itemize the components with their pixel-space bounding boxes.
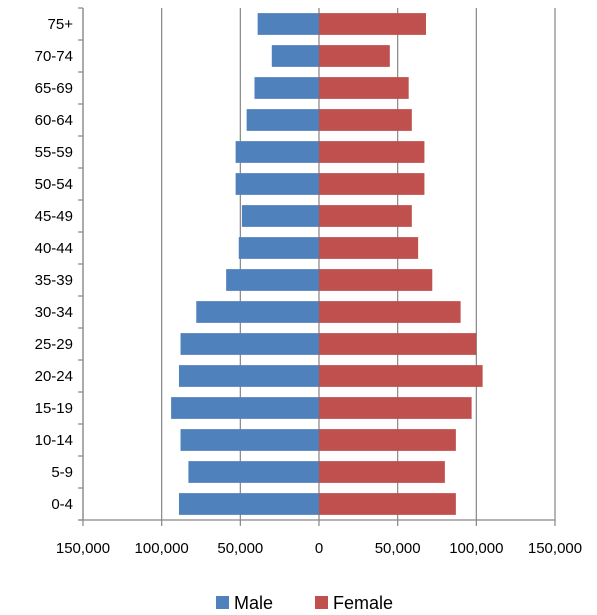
x-tick-label-2: 50,000 [217, 540, 263, 557]
bar-male-65-69 [254, 77, 319, 99]
axes [78, 7, 556, 526]
bars [171, 13, 483, 515]
bar-female-25-29 [319, 333, 477, 355]
bar-male-70-74 [271, 45, 319, 67]
category-label-60-64: 60-64 [35, 112, 73, 129]
bar-female-70-74 [319, 45, 390, 67]
x-tick-label-6: 150,000 [528, 540, 582, 557]
bar-male-40-44 [238, 237, 319, 259]
legend: Male Female [216, 593, 393, 613]
bar-female-15-19 [319, 397, 472, 419]
category-label-55-59: 55-59 [35, 144, 73, 161]
bar-female-60-64 [319, 109, 412, 131]
legend-label-female: Female [333, 593, 393, 613]
bar-male-45-49 [241, 205, 319, 227]
legend-label-male: Male [234, 593, 273, 613]
bar-male-60-64 [246, 109, 319, 131]
bar-female-45-49 [319, 205, 412, 227]
x-tick-labels: 150,000 100,000 50,000 0 50,000 100,000 150,00… [56, 540, 582, 557]
category-label-10-14: 10-14 [35, 432, 73, 449]
category-label-5-9: 5-9 [51, 464, 73, 481]
category-label-20-24: 20-24 [35, 368, 73, 385]
bar-female-55-59 [319, 141, 425, 163]
x-tick-label-0: 150,000 [56, 540, 110, 557]
x-tick-label-1: 100,000 [135, 540, 189, 557]
bar-male-35-39 [226, 269, 319, 291]
category-label-30-34: 30-34 [35, 304, 73, 321]
bar-male-55-59 [235, 141, 319, 163]
bar-female-0-4 [319, 493, 456, 515]
category-label-15-19: 15-19 [35, 400, 73, 417]
bar-female-75+ [319, 13, 426, 35]
bar-male-5-9 [188, 461, 319, 483]
x-tick-label-3: 0 [315, 540, 323, 557]
bar-male-20-24 [178, 365, 319, 387]
bar-male-30-34 [196, 301, 319, 323]
category-label-35-39: 35-39 [35, 272, 73, 289]
category-label-65-69: 65-69 [35, 80, 73, 97]
bar-female-40-44 [319, 237, 419, 259]
bar-female-20-24 [319, 365, 483, 387]
x-tick-label-4: 50,000 [375, 540, 421, 557]
bar-female-50-54 [319, 173, 425, 195]
category-labels: 0-4 5-9 10-14 15-19 20-24 25-29 30-34 35-39 40-4… [35, 16, 74, 513]
bar-male-50-54 [235, 173, 319, 195]
category-label-40-44: 40-44 [35, 240, 73, 257]
category-label-25-29: 25-29 [35, 336, 73, 353]
category-label-45-49: 45-49 [35, 208, 73, 225]
bar-male-10-14 [180, 429, 319, 451]
category-label-50-54: 50-54 [35, 176, 73, 193]
category-label-70-74: 70-74 [35, 48, 73, 65]
bar-female-10-14 [319, 429, 456, 451]
legend-swatch-female [315, 596, 328, 609]
bar-female-5-9 [319, 461, 445, 483]
bar-male-75+ [257, 13, 319, 35]
bar-male-15-19 [171, 397, 319, 419]
bar-female-35-39 [319, 269, 433, 291]
legend-swatch-male [216, 596, 229, 609]
bar-male-0-4 [178, 493, 319, 515]
x-tick-label-5: 100,000 [449, 540, 503, 557]
bar-female-30-34 [319, 301, 461, 323]
category-label-0-4: 0-4 [51, 496, 73, 513]
bar-male-25-29 [180, 333, 319, 355]
bar-female-65-69 [319, 77, 409, 99]
category-label-75+: 75+ [48, 16, 74, 33]
